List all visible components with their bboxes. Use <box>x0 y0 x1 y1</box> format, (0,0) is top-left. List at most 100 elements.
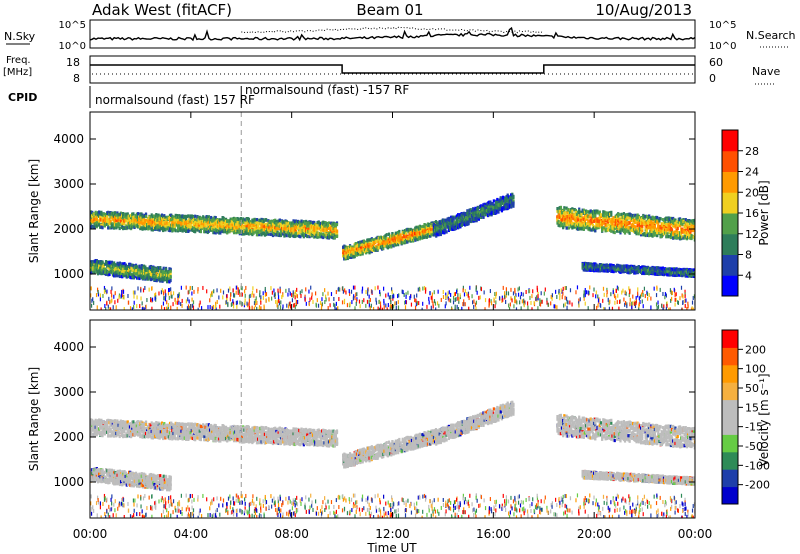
power-echo-cell <box>397 241 400 245</box>
power-echo-cell <box>141 266 145 270</box>
power-echo-cell <box>253 218 256 222</box>
power-echo-cell <box>138 225 141 229</box>
power-echo-cell <box>306 222 309 226</box>
power-echo-cell <box>650 218 653 222</box>
power-echo-cell <box>429 230 432 234</box>
power-echo-cell <box>122 227 125 231</box>
power-echo-cell <box>263 224 267 228</box>
power-echo-cell <box>621 217 624 221</box>
power-echo-cell <box>476 210 479 214</box>
power-echo-cell <box>378 239 381 243</box>
power-echo-cell <box>669 220 672 224</box>
power-echo-cell <box>558 209 561 213</box>
power-echo-cell <box>586 214 589 218</box>
power-echo-cell <box>346 248 349 252</box>
power-echo-cell <box>91 270 94 274</box>
power-echo-cell <box>247 232 251 236</box>
power-echo-cell <box>645 214 648 219</box>
power-echo-cell <box>586 215 589 219</box>
power-echo-cell <box>222 228 225 232</box>
power-echo-cell <box>676 226 679 231</box>
power-echo-cell <box>478 211 482 215</box>
power-echo-cell <box>246 217 249 221</box>
power-echo-cell <box>437 233 440 237</box>
power-echo-cell <box>117 218 120 223</box>
power-echo-cell <box>202 225 205 229</box>
power-echo-cell <box>486 202 490 206</box>
power-echo-cell <box>247 228 251 233</box>
power-echo-cell <box>154 216 157 220</box>
power-echo-cell <box>149 215 152 219</box>
power-echo-cell <box>406 234 409 238</box>
power-echo-cell <box>275 224 278 228</box>
power-echo-cell <box>586 210 589 214</box>
power-echo-cell <box>570 215 573 220</box>
power-echo-cell <box>560 223 564 227</box>
power-echo-cell <box>123 226 126 230</box>
nave-tick-bottom: 0 <box>709 72 716 85</box>
power-echo-cell <box>672 216 675 221</box>
power-echo-cell <box>116 269 119 273</box>
power-echo-cell <box>488 205 491 210</box>
power-echo-cell <box>480 210 483 214</box>
power-echo-cell <box>297 225 300 230</box>
power-echo-cell <box>124 271 127 275</box>
power-echo-cell <box>314 232 317 236</box>
power-echo-cell <box>277 233 280 237</box>
power-echo-cell <box>579 223 582 227</box>
power-echo-cell <box>137 269 140 273</box>
power-echo-cell <box>673 221 676 226</box>
power-echo-cell <box>506 202 509 206</box>
power-echo-cell <box>161 269 164 273</box>
power-echo-cell <box>232 216 236 221</box>
power-echo-cell <box>376 248 379 252</box>
power-echo-cell <box>91 260 94 264</box>
power-echo-cell <box>505 207 508 211</box>
power-echo-cell <box>162 228 165 233</box>
power-echo-cell <box>454 224 457 229</box>
power-echo-cell <box>345 255 348 260</box>
power-echo-cell <box>416 231 419 235</box>
power-echo-cell <box>361 239 364 244</box>
power-echo-cell <box>468 208 471 212</box>
power-echo-cell <box>430 224 433 229</box>
power-echo-cell <box>293 221 296 225</box>
power-echo-cell <box>227 225 230 229</box>
power-echo-cell <box>101 216 104 220</box>
power-echo-cell <box>512 201 515 205</box>
power-echo-cell <box>371 245 375 250</box>
power-echo-cell <box>271 229 275 233</box>
power-echo-cell <box>171 214 174 219</box>
power-echo-cell <box>96 272 100 276</box>
power-echo-cell <box>643 221 646 225</box>
power-echo-cell <box>654 219 658 223</box>
power-echo-cell <box>254 230 257 234</box>
power-echo-cell <box>156 215 159 219</box>
power-echo-cell <box>626 213 629 217</box>
power-echo-cell <box>130 276 133 280</box>
power-echo-cell <box>629 213 632 217</box>
power-echo-cell <box>575 216 579 220</box>
power-echo-cell <box>226 231 229 235</box>
power-echo-cell <box>229 228 232 233</box>
power-echo-cell <box>599 213 603 217</box>
power-echo-cell <box>451 227 454 232</box>
power-echo-cell <box>100 218 103 222</box>
power-echo-cell <box>440 227 444 231</box>
power-echo-cell <box>158 228 161 232</box>
power-echo-cell <box>151 215 154 219</box>
power-echo-cell <box>470 218 474 222</box>
power-echo-cell <box>94 224 97 228</box>
power-echo-cell <box>143 213 146 218</box>
power-echo-cell <box>413 229 416 233</box>
power-echo-cell <box>160 271 163 275</box>
power-echo-cell <box>574 215 577 219</box>
power-echo-cell <box>150 228 153 232</box>
power-echo-cell <box>572 213 575 218</box>
power-echo-cell <box>302 228 305 232</box>
power-echo-cell <box>170 213 173 217</box>
power-echo-cell <box>284 224 287 229</box>
power-echo-cell <box>90 210 93 214</box>
power-echo-cell <box>597 219 600 223</box>
power-echo-cell <box>131 263 134 267</box>
